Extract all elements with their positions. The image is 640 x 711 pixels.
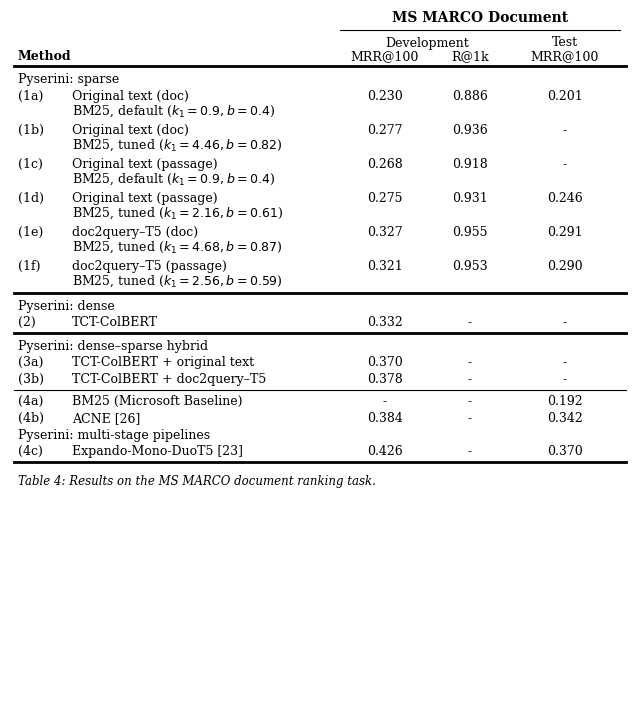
Text: 0.342: 0.342 [547, 412, 583, 425]
Text: BM25, default ($k_1 = 0.9, b = 0.4$): BM25, default ($k_1 = 0.9, b = 0.4$) [72, 172, 275, 187]
Text: -: - [563, 356, 567, 369]
Text: (1c): (1c) [18, 158, 43, 171]
Text: 0.426: 0.426 [367, 445, 403, 458]
Text: 0.275: 0.275 [367, 192, 403, 205]
Text: BM25, default ($k_1 = 0.9, b = 0.4$): BM25, default ($k_1 = 0.9, b = 0.4$) [72, 104, 275, 119]
Text: Pyserini: multi-stage pipelines: Pyserini: multi-stage pipelines [18, 429, 210, 442]
Text: 0.955: 0.955 [452, 226, 488, 239]
Text: R@1k: R@1k [451, 50, 489, 63]
Text: 0.291: 0.291 [547, 226, 583, 239]
Text: BM25, tuned ($k_1 = 2.16, b = 0.61$): BM25, tuned ($k_1 = 2.16, b = 0.61$) [72, 205, 283, 221]
Text: 0.268: 0.268 [367, 158, 403, 171]
Text: Table 4: Results on the MS MARCO document ranking task.: Table 4: Results on the MS MARCO documen… [18, 476, 376, 488]
Text: Expando-Mono-DuoT5 [23]: Expando-Mono-DuoT5 [23] [72, 445, 243, 458]
Text: (3b): (3b) [18, 373, 44, 386]
Text: TCT-ColBERT: TCT-ColBERT [72, 316, 158, 329]
Text: TCT-ColBERT + original text: TCT-ColBERT + original text [72, 356, 254, 369]
Text: -: - [468, 356, 472, 369]
Text: Pyserini: sparse: Pyserini: sparse [18, 73, 119, 86]
Text: (1b): (1b) [18, 124, 44, 137]
Text: MS MARCO Document: MS MARCO Document [392, 11, 568, 25]
Text: Original text (doc): Original text (doc) [72, 124, 189, 137]
Text: -: - [468, 316, 472, 329]
Text: -: - [468, 395, 472, 408]
Text: MRR@100: MRR@100 [351, 50, 419, 63]
Text: doc2query–T5 (passage): doc2query–T5 (passage) [72, 260, 227, 273]
Text: Test: Test [552, 36, 578, 50]
Text: (4b): (4b) [18, 412, 44, 425]
Text: (1e): (1e) [18, 226, 44, 239]
Text: 0.332: 0.332 [367, 316, 403, 329]
Text: Development: Development [386, 36, 469, 50]
Text: Method: Method [18, 50, 72, 63]
Text: (3a): (3a) [18, 356, 44, 369]
Text: 0.192: 0.192 [547, 395, 583, 408]
Text: 0.936: 0.936 [452, 124, 488, 137]
Text: (1d): (1d) [18, 192, 44, 205]
Text: 0.321: 0.321 [367, 260, 403, 273]
Text: Pyserini: dense–sparse hybrid: Pyserini: dense–sparse hybrid [18, 341, 208, 353]
Text: 0.953: 0.953 [452, 260, 488, 273]
Text: Original text (passage): Original text (passage) [72, 192, 218, 205]
Text: (4c): (4c) [18, 445, 43, 458]
Text: BM25, tuned ($k_1 = 2.56, b = 0.59$): BM25, tuned ($k_1 = 2.56, b = 0.59$) [72, 274, 282, 289]
Text: -: - [563, 316, 567, 329]
Text: -: - [468, 373, 472, 386]
Text: BM25, tuned ($k_1 = 4.46, b = 0.82$): BM25, tuned ($k_1 = 4.46, b = 0.82$) [72, 138, 283, 153]
Text: -: - [468, 412, 472, 425]
Text: Original text (doc): Original text (doc) [72, 90, 189, 103]
Text: 0.370: 0.370 [547, 445, 583, 458]
Text: 0.370: 0.370 [367, 356, 403, 369]
Text: MRR@100: MRR@100 [531, 50, 599, 63]
Text: -: - [468, 445, 472, 458]
Text: ACNE [26]: ACNE [26] [72, 412, 140, 425]
Text: 0.277: 0.277 [367, 124, 403, 137]
Text: (1a): (1a) [18, 90, 44, 103]
Text: -: - [563, 158, 567, 171]
Text: 0.378: 0.378 [367, 373, 403, 386]
Text: -: - [563, 124, 567, 137]
Text: (2): (2) [18, 316, 36, 329]
Text: BM25 (Microsoft Baseline): BM25 (Microsoft Baseline) [72, 395, 243, 408]
Text: TCT-ColBERT + doc2query–T5: TCT-ColBERT + doc2query–T5 [72, 373, 266, 386]
Text: -: - [383, 395, 387, 408]
Text: 0.246: 0.246 [547, 192, 583, 205]
Text: Pyserini: dense: Pyserini: dense [18, 300, 115, 314]
Text: 0.201: 0.201 [547, 90, 583, 103]
Text: 0.384: 0.384 [367, 412, 403, 425]
Text: (1f): (1f) [18, 260, 40, 273]
Text: Original text (passage): Original text (passage) [72, 158, 218, 171]
Text: 0.327: 0.327 [367, 226, 403, 239]
Text: doc2query–T5 (doc): doc2query–T5 (doc) [72, 226, 198, 239]
Text: (4a): (4a) [18, 395, 44, 408]
Text: 0.290: 0.290 [547, 260, 583, 273]
Text: 0.931: 0.931 [452, 192, 488, 205]
Text: -: - [563, 373, 567, 386]
Text: 0.886: 0.886 [452, 90, 488, 103]
Text: 0.918: 0.918 [452, 158, 488, 171]
Text: 0.230: 0.230 [367, 90, 403, 103]
Text: BM25, tuned ($k_1 = 4.68, b = 0.87$): BM25, tuned ($k_1 = 4.68, b = 0.87$) [72, 240, 283, 255]
